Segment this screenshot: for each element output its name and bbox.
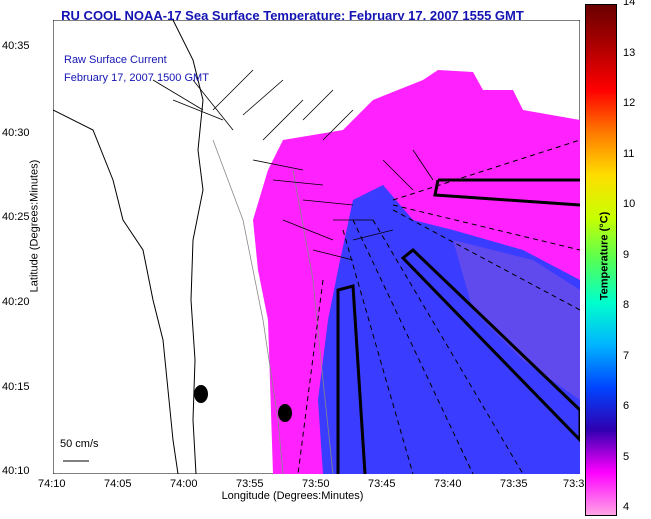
y-tick: 40:10 [2,465,30,477]
land-area [53,109,179,474]
x-tick: 74:05 [104,478,132,490]
x-tick: 74:00 [170,478,198,490]
x-axis-label: Longitude (Degrees:Minutes) [221,490,364,502]
colorbar-tick: 9 [623,248,630,261]
marker-dot [278,404,292,422]
info-line-1: Raw Surface Current [64,54,167,66]
map-title: RU COOL NOAA-17 Sea Surface Temperature:… [61,8,524,23]
colorbar-tick: 4 [623,501,630,513]
x-tick: 73:50 [302,478,330,490]
info-line-2: February 17, 2007 1500 GMT [64,72,209,84]
marker-dot [194,385,208,403]
colorbar-tick: 11 [623,147,635,160]
colorbar-tick: 7 [623,349,630,362]
y-tick: 40:25 [2,211,30,223]
x-tick: 74:10 [38,478,66,490]
colorbar-title: Temperature (°C) [598,211,611,301]
sst-map [53,20,580,474]
y-tick: 40:35 [2,40,30,52]
x-tick: 73:55 [236,478,264,490]
x-tick: 73:35 [500,478,528,490]
x-tick: 73:3 [563,478,585,490]
y-tick: 40:20 [2,296,30,308]
scale-label: 50 cm/s [60,438,99,450]
y-axis-label: Latitude (Degrees:Minutes) [28,159,41,293]
transect-lines [336,178,580,474]
temperature-colorbar [585,4,617,516]
y-tick: 40:15 [2,381,30,393]
colorbar-tick: 5 [623,450,630,463]
colorbar-tick: 10 [623,198,636,210]
y-tick: 40:30 [2,127,30,139]
x-tick: 73:45 [368,478,396,490]
sst-violet-region [453,240,580,400]
colorbar-tick: 12 [623,97,636,109]
coastline [172,20,204,474]
colorbar-tick: 14 [623,0,636,8]
x-tick: 73:40 [434,478,462,490]
colorbar-tick: 13 [623,46,636,59]
colorbar-tick: 6 [623,400,630,412]
dashed-lines [297,139,580,474]
colorbar-tick: 8 [623,299,630,311]
